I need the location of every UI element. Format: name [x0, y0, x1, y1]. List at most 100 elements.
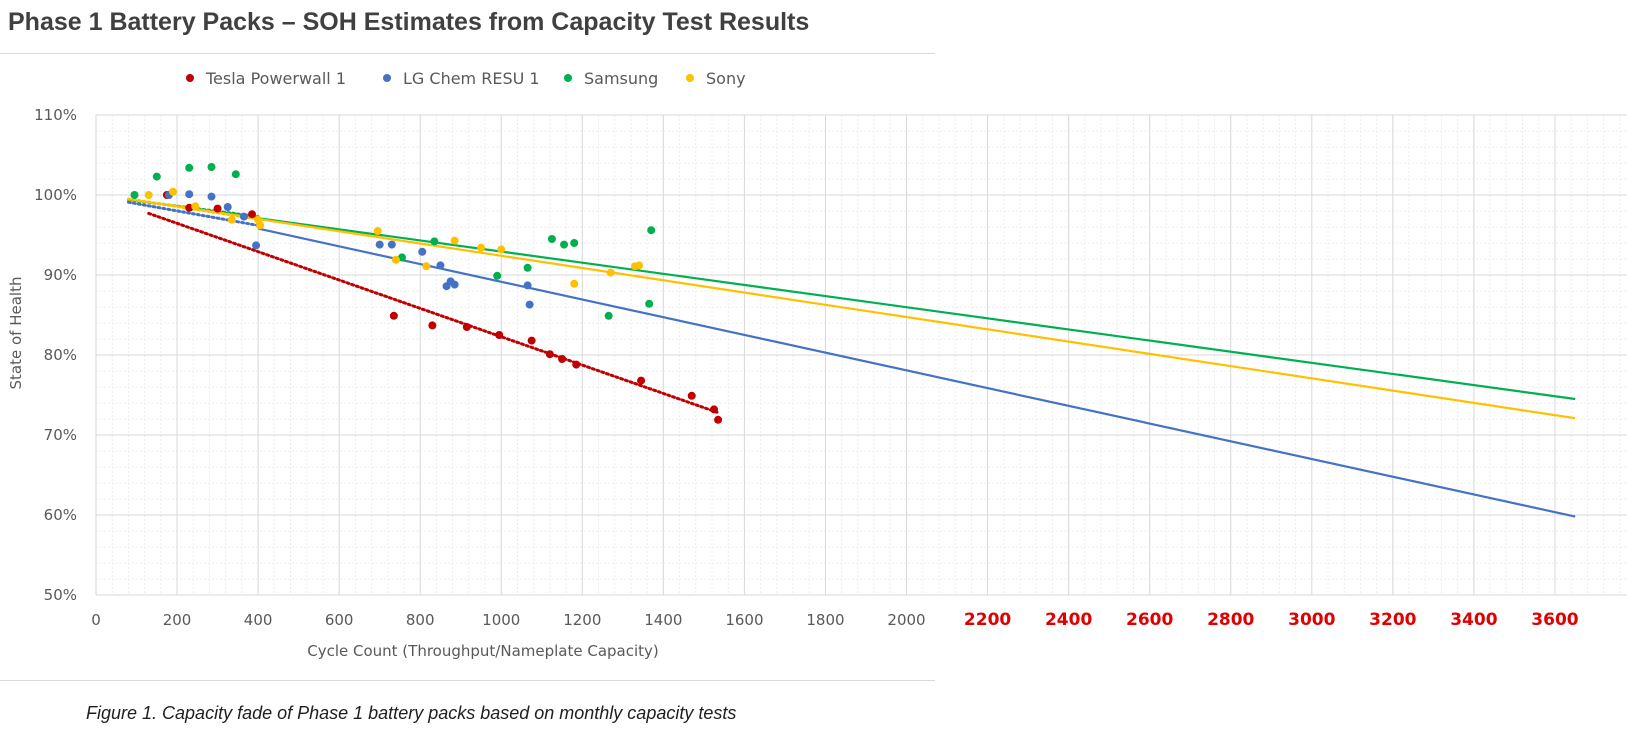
data-point: [606, 268, 615, 277]
y-axis-ticks: 50% 60% 70% 80% 90% 100% 110%: [34, 106, 77, 604]
x-tick-label-extended: 2400: [1045, 610, 1092, 630]
x-tick-label: 1200: [563, 611, 601, 629]
data-point: [635, 261, 644, 270]
legend-label: Tesla Powerwall 1: [205, 69, 346, 88]
data-point: [152, 172, 161, 181]
data-point: [130, 191, 139, 199]
soh-scatter-chart: 50% 60% 70% 80% 90% 100% 110% 0 200 400 600 800 100…: [7, 69, 1627, 660]
x-tick-label-extended: 3400: [1450, 610, 1497, 630]
legend-label: Sony: [706, 69, 746, 88]
data-point: [252, 241, 261, 250]
data-point: [387, 240, 396, 249]
trendline-projection: [257, 227, 1576, 518]
data-point: [645, 299, 654, 308]
major-gridlines: [95, 114, 1627, 596]
x-tick-label: 1400: [644, 611, 682, 629]
data-point: [714, 415, 723, 424]
x-tick-label: 1000: [482, 611, 520, 629]
data-point: [185, 190, 194, 199]
y-tick-label: 90%: [44, 266, 77, 284]
data-point: [185, 203, 194, 212]
data-point: [373, 227, 382, 235]
data-point: [604, 311, 613, 320]
data-point: [450, 236, 459, 245]
data-point: [523, 281, 532, 290]
data-point: [430, 237, 439, 246]
data-point: [450, 280, 459, 289]
x-tick-label-extended: 2600: [1126, 610, 1173, 630]
data-point: [227, 215, 236, 224]
x-axis-label: Cycle Count (Throughput/Nameplate Capaci…: [307, 642, 659, 660]
chart-legend: Tesla Powerwall 1 LG Chem RESU 1 Samsung So…: [186, 69, 746, 88]
data-point: [418, 247, 427, 256]
data-point: [572, 360, 581, 369]
data-points: [130, 163, 723, 424]
data-point: [223, 203, 232, 211]
x-tick-label-extended: 3600: [1531, 610, 1578, 630]
data-point: [428, 321, 437, 330]
data-point: [497, 245, 506, 254]
data-point: [422, 262, 431, 271]
trendlines: [126, 197, 1576, 518]
x-tick-label-extended: 2800: [1207, 610, 1254, 630]
data-point: [570, 279, 579, 288]
data-point: [185, 163, 194, 172]
y-tick-label: 70%: [44, 426, 77, 444]
legend-label: LG Chem RESU 1: [403, 69, 540, 88]
data-point: [547, 235, 556, 243]
data-point: [256, 221, 265, 230]
data-point: [375, 240, 384, 249]
data-point: [687, 391, 696, 400]
trendline-projection: [257, 217, 1576, 420]
data-point: [239, 212, 248, 221]
x-tick-label: 2000: [887, 611, 925, 629]
data-point: [523, 263, 532, 272]
data-point: [191, 202, 200, 211]
data-point: [169, 187, 177, 196]
data-point: [144, 191, 153, 199]
y-tick-label: 110%: [34, 106, 77, 124]
x-tick-label: 0: [91, 611, 101, 629]
data-point: [436, 261, 445, 270]
x-tick-label-extended: 2200: [964, 610, 1011, 630]
page-title: Phase 1 Battery Packs – SOH Estimates fr…: [8, 8, 810, 36]
y-axis-label: State of Health: [7, 277, 25, 390]
data-point: [213, 204, 222, 213]
x-tick-label-extended: 3200: [1369, 610, 1416, 630]
y-tick-label: 100%: [34, 186, 77, 204]
x-tick-label: 800: [406, 611, 435, 629]
data-point: [637, 376, 646, 385]
x-tick-label: 400: [244, 611, 273, 629]
data-point: [495, 331, 504, 339]
data-point: [570, 239, 579, 247]
x-tick-label: 1600: [725, 611, 763, 629]
legend-label: Samsung: [584, 69, 658, 88]
data-point: [710, 405, 719, 414]
x-tick-label-extended: 3000: [1288, 610, 1335, 630]
x-axis-ticks: 0 200 400 600 800 1000 1200 1400 1600 1800 2000 220…: [91, 610, 1579, 630]
legend-marker: [564, 74, 572, 82]
data-point: [389, 311, 398, 320]
data-point: [207, 192, 216, 201]
y-tick-label: 80%: [44, 346, 77, 364]
x-tick-label: 200: [163, 611, 192, 629]
data-point: [525, 300, 534, 309]
data-point: [560, 240, 569, 249]
data-point: [647, 226, 656, 235]
data-point: [558, 355, 567, 363]
x-tick-label: 1800: [806, 611, 844, 629]
data-point: [248, 210, 257, 219]
legend-marker: [383, 74, 391, 82]
trendline-dotted: [147, 211, 720, 415]
data-point: [231, 170, 240, 179]
y-tick-label: 50%: [44, 586, 77, 604]
data-point: [493, 271, 502, 280]
y-tick-label: 60%: [44, 506, 77, 524]
legend-marker: [686, 74, 694, 82]
data-point: [207, 163, 216, 171]
data-point: [477, 243, 485, 252]
data-point: [527, 336, 536, 345]
trendline-dotted: [126, 200, 260, 227]
title-divider: [0, 53, 935, 54]
data-point: [462, 323, 471, 331]
